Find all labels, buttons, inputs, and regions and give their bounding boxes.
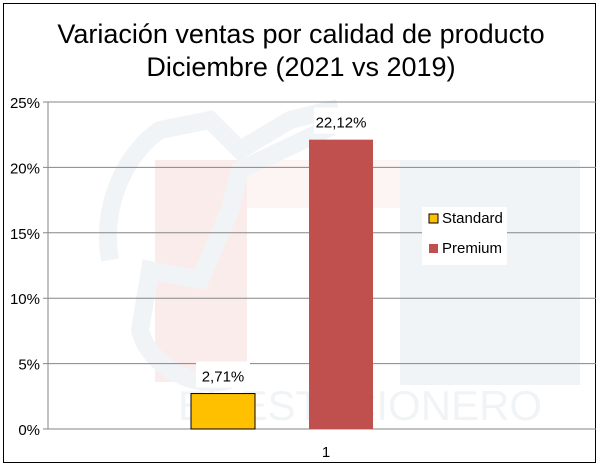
y-tick-label: 25% [10,95,40,112]
y-tick-label: 15% [10,226,40,243]
data-label-bg [196,361,250,388]
y-tick-label: 20% [10,160,40,177]
legend-label-standard: Standard [442,210,503,227]
legend-swatch-premium [429,244,438,253]
chart-title: Variación ventas por calidad de producto… [0,18,602,84]
data-label-premium: 22,12% [316,115,367,132]
data-label-standard: 2,71% [202,369,245,386]
legend: Standard Premium [422,207,507,265]
x-tick-label: 1 [322,444,330,461]
y-tick-label: 10% [10,291,40,308]
title-line-1: Variación ventas por calidad de producto [57,19,545,49]
bar-standard [190,393,256,430]
legend-swatch-standard [428,213,439,224]
legend-label-premium: Premium [442,240,502,257]
data-label-bg [314,107,368,134]
bar-premium [309,139,373,429]
y-tick-label: 0% [18,422,40,439]
y-tick-label: 5% [18,357,40,374]
watermark-logo: EL ESTACIONERO [99,99,580,429]
title-line-2: Diciembre (2021 vs 2019) [146,52,456,82]
